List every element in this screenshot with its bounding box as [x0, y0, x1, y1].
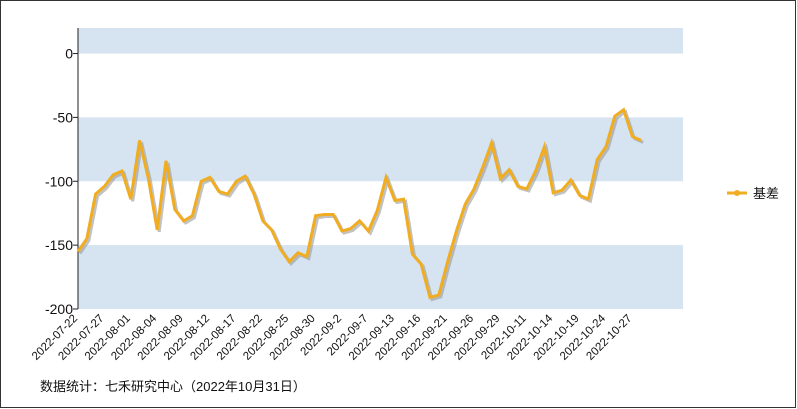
- legend-label: 基差: [753, 186, 779, 201]
- legend-dot: [734, 190, 740, 196]
- footnote: 数据统计：七禾研究中心（2022年10月31日）: [40, 379, 306, 394]
- band: [78, 28, 683, 54]
- y-tick-label: -100: [45, 173, 73, 189]
- y-tick-label: -50: [53, 109, 73, 125]
- series-line: [76, 107, 642, 300]
- y-tick-label: -200: [45, 301, 73, 317]
- y-tick-label: -150: [45, 237, 73, 253]
- band: [78, 117, 683, 182]
- y-tick-label: 0: [65, 46, 73, 62]
- band: [78, 245, 683, 309]
